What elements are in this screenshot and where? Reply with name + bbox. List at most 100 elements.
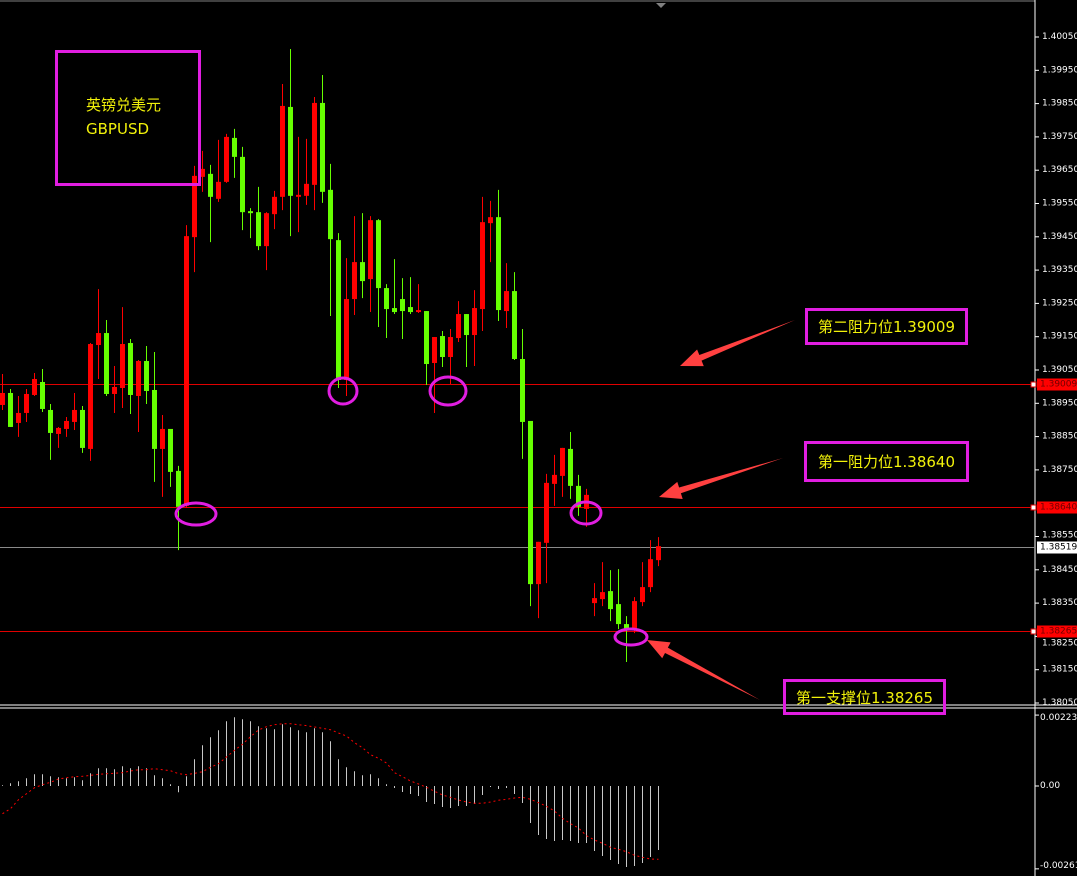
candle bbox=[424, 311, 429, 385]
candle-body bbox=[200, 168, 205, 177]
candle bbox=[408, 277, 413, 315]
candle-body bbox=[368, 220, 373, 280]
candle-body bbox=[104, 333, 109, 394]
candle bbox=[528, 420, 533, 607]
candle-body bbox=[136, 361, 141, 396]
level-touch-ellipse bbox=[174, 501, 218, 527]
shift-marker-icon bbox=[656, 3, 666, 8]
candle-body bbox=[528, 420, 533, 585]
candle bbox=[560, 447, 565, 497]
candle bbox=[56, 426, 61, 448]
candle-body bbox=[552, 474, 557, 484]
y-tick-label: 1.38550 bbox=[1042, 531, 1077, 541]
candle bbox=[520, 329, 525, 459]
y-tick-label: 1.38150 bbox=[1042, 665, 1077, 675]
candle bbox=[456, 301, 461, 343]
candle bbox=[464, 314, 469, 368]
y-tick-label: 1.38350 bbox=[1042, 598, 1077, 608]
price-tag-label: 1.38265 bbox=[1040, 627, 1077, 637]
macd-y-tick-label: 0.002234 bbox=[1040, 713, 1077, 723]
candle-body bbox=[568, 448, 573, 486]
candle-body bbox=[0, 392, 5, 405]
candle bbox=[304, 138, 309, 205]
candle-body bbox=[248, 211, 253, 214]
macd-signal-line bbox=[2, 723, 659, 860]
candle-body bbox=[272, 196, 277, 215]
candle bbox=[632, 597, 637, 634]
candle-body bbox=[456, 314, 461, 339]
candle bbox=[384, 284, 389, 339]
candle bbox=[184, 225, 189, 508]
candle-body bbox=[600, 592, 605, 600]
candle bbox=[448, 329, 453, 384]
candle-body bbox=[624, 624, 629, 630]
candle-body bbox=[592, 598, 597, 604]
candle-body bbox=[616, 604, 621, 625]
candle bbox=[640, 562, 645, 607]
candle bbox=[368, 216, 373, 313]
candle-body bbox=[464, 314, 469, 336]
candle-body bbox=[320, 102, 325, 192]
candle-body bbox=[224, 136, 229, 182]
y-tick-label: 1.39150 bbox=[1042, 332, 1077, 342]
candle-body bbox=[240, 156, 245, 213]
candle-body bbox=[16, 412, 21, 423]
level-price-tag bbox=[1037, 625, 1077, 638]
candle bbox=[160, 414, 165, 497]
y-tick-label: 1.39250 bbox=[1042, 298, 1077, 308]
candle bbox=[96, 289, 101, 379]
candle-body bbox=[344, 299, 349, 380]
candle bbox=[608, 570, 613, 622]
candle-body bbox=[480, 222, 485, 310]
candle bbox=[224, 133, 229, 183]
candle bbox=[80, 405, 85, 453]
candle-body bbox=[64, 420, 69, 429]
candle bbox=[512, 272, 517, 361]
y-tick-label: 1.39750 bbox=[1042, 132, 1077, 142]
candle-body bbox=[24, 393, 29, 413]
instrument-label-box: 英镑兑美元 GBPUSD bbox=[55, 50, 201, 186]
candle bbox=[136, 360, 141, 432]
candle-body bbox=[160, 428, 165, 449]
arrow-icon bbox=[659, 458, 783, 499]
candle bbox=[568, 431, 573, 499]
candle-body bbox=[96, 333, 101, 346]
candle-body bbox=[488, 217, 493, 224]
support1-text: 第一支撑位1.38265 bbox=[795, 688, 934, 707]
candle bbox=[128, 339, 133, 414]
candle bbox=[72, 392, 77, 430]
candle bbox=[40, 369, 45, 412]
y-tick-label: 1.39950 bbox=[1042, 65, 1077, 75]
candle-body bbox=[304, 183, 309, 196]
candle-body bbox=[208, 173, 213, 197]
y-tick-label: 1.39850 bbox=[1042, 99, 1077, 109]
candle bbox=[272, 190, 277, 230]
candle bbox=[88, 343, 93, 461]
candle-body bbox=[656, 546, 661, 561]
y-tick-label: 1.39650 bbox=[1042, 165, 1077, 175]
candle bbox=[48, 403, 53, 460]
candle-body bbox=[176, 470, 181, 507]
candle-body bbox=[80, 409, 85, 448]
candle-body bbox=[72, 409, 77, 422]
level-touch-ellipse bbox=[569, 500, 603, 526]
candle bbox=[168, 428, 173, 487]
candle-body bbox=[8, 392, 13, 427]
candle bbox=[24, 388, 29, 422]
candle bbox=[240, 146, 245, 231]
candle-body bbox=[648, 559, 653, 588]
candle bbox=[32, 372, 37, 396]
candle-body bbox=[576, 485, 581, 507]
candle-body bbox=[328, 189, 333, 240]
candle bbox=[352, 216, 357, 316]
candle-body bbox=[440, 336, 445, 358]
candle-body bbox=[544, 482, 549, 543]
candle-body bbox=[128, 343, 133, 395]
candle bbox=[208, 164, 213, 243]
candle bbox=[496, 189, 501, 322]
candle-body bbox=[632, 601, 637, 630]
y-tick-label: 1.38250 bbox=[1042, 639, 1077, 649]
candle-body bbox=[288, 106, 293, 196]
candle-body bbox=[296, 194, 301, 197]
